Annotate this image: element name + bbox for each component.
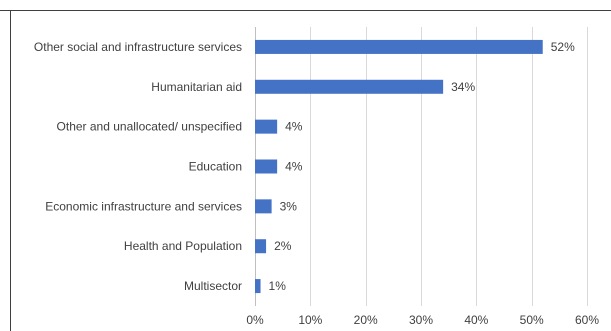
category-label: Humanitarian aid	[151, 80, 242, 94]
data-label: 4%	[285, 120, 303, 134]
bar	[255, 39, 543, 54]
category-label: Other social and infrastructure services	[34, 40, 242, 54]
x-tick-label: 30%	[409, 313, 433, 327]
category-label: Economic infrastructure and services	[45, 199, 242, 213]
category-label: Multisector	[184, 279, 242, 293]
data-label: 52%	[551, 40, 575, 54]
x-tick-label: 40%	[464, 313, 488, 327]
data-label: 34%	[451, 80, 475, 94]
category-label: Other and unallocated/ unspecified	[57, 120, 242, 134]
bar	[255, 239, 267, 254]
x-tick-label: 20%	[354, 313, 378, 327]
bar	[255, 279, 261, 294]
x-tick-label: 50%	[520, 313, 544, 327]
data-label: 1%	[269, 279, 287, 293]
bar	[255, 199, 272, 214]
data-labels: 52% 34% 4% 4% 3% 2% 1%	[269, 40, 576, 293]
category-label: Education	[189, 160, 242, 174]
x-tick-label: 10%	[298, 313, 322, 327]
x-tick-label: 60%	[575, 313, 599, 327]
data-label: 4%	[285, 160, 303, 174]
bars	[255, 39, 543, 294]
x-axis-tick-labels: 0% 10% 20% 30% 40% 50% 60%	[246, 313, 599, 327]
category-label: Health and Population	[124, 239, 242, 253]
gridlines	[255, 27, 588, 306]
data-label: 2%	[274, 239, 292, 253]
category-labels: Other social and infrastructure services…	[34, 40, 242, 293]
data-label: 3%	[280, 199, 298, 213]
x-tick-label: 0%	[246, 313, 264, 327]
bar	[255, 79, 444, 94]
bar	[255, 119, 278, 134]
bar	[255, 159, 278, 174]
